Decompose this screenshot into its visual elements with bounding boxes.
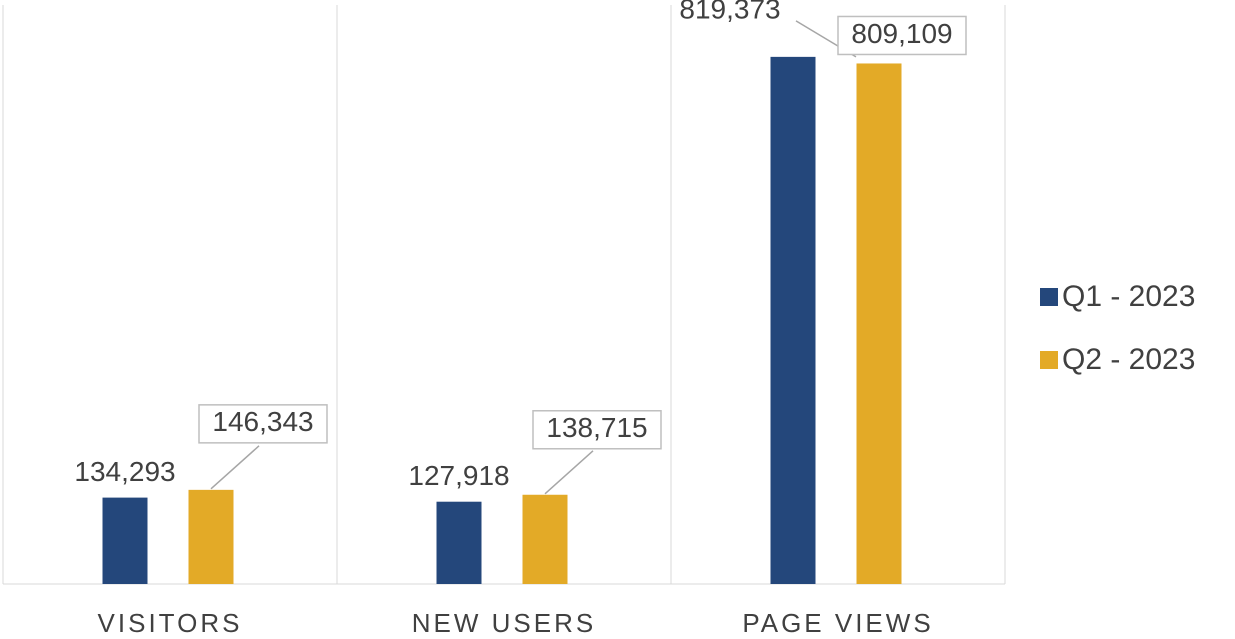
bar xyxy=(856,63,902,585)
value-label: 134,293 xyxy=(74,456,175,487)
label-box xyxy=(837,15,967,56)
leader-line xyxy=(544,450,594,495)
bar xyxy=(102,497,148,584)
legend-swatch xyxy=(1040,351,1058,369)
x-tick-label: PAGE VIEWS xyxy=(742,608,933,638)
bar xyxy=(436,501,482,584)
legend-label: Q2 - 2023 xyxy=(1062,343,1195,376)
label-box xyxy=(198,404,328,444)
value-label: 146,343 xyxy=(212,406,313,437)
bar xyxy=(188,489,234,584)
legend-swatch xyxy=(1040,288,1058,306)
value-label: 819,373 xyxy=(679,0,780,24)
bar xyxy=(770,56,816,584)
legend-label: Q1 - 2023 xyxy=(1062,280,1195,313)
x-tick-label: VISITORS xyxy=(98,608,243,638)
bar xyxy=(522,494,568,584)
value-label: 809,109 xyxy=(851,18,952,49)
leader-line xyxy=(210,445,260,490)
value-label: 127,918 xyxy=(408,460,509,491)
label-box xyxy=(532,410,662,450)
x-tick-label: NEW USERS xyxy=(412,608,596,638)
value-label: 138,715 xyxy=(546,412,647,443)
